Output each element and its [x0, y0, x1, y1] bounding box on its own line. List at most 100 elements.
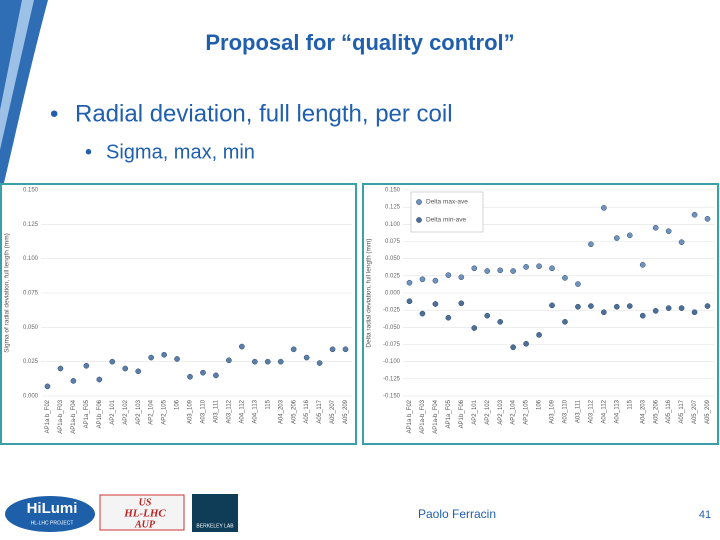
x-tick-label: 115: [627, 399, 633, 409]
y-tick-label: 0.050: [23, 325, 39, 331]
x-tick-label: A05_117: [317, 399, 323, 423]
x-tick-label: A04_113: [614, 399, 620, 423]
y-tick-label: 0.000: [23, 394, 39, 400]
point: [316, 360, 323, 366]
point: [510, 268, 516, 274]
point: [497, 318, 504, 325]
point: [445, 272, 452, 278]
point: [419, 276, 426, 283]
point: [329, 346, 336, 353]
y-tick-label: -0.075: [383, 342, 401, 348]
x-tick-label: A03_112: [588, 399, 594, 423]
logo-text: AUP: [134, 519, 156, 530]
point: [471, 325, 478, 331]
x-tick-label: AP2_104: [511, 399, 517, 424]
x-tick-label: A04_112: [601, 399, 607, 423]
x-tick-label: AP1a_F05: [446, 399, 452, 428]
point: [691, 309, 698, 316]
point: [187, 373, 193, 380]
point: [678, 305, 685, 311]
x-tick-label: 115: [265, 399, 271, 409]
bullet-dot: •: [85, 141, 92, 163]
x-tick-label: A05_206: [653, 399, 659, 424]
x-tick-label: A04_113: [252, 399, 258, 423]
x-tick-label: AP1a-b_F04: [71, 399, 77, 433]
x-tick-label: AP2_104: [149, 399, 155, 424]
x-tick-label: AP2_105: [162, 399, 168, 424]
logo-shape: [5, 496, 95, 532]
y-tick-label: 0.025: [385, 273, 401, 279]
point: [484, 312, 491, 319]
legend-marker: [416, 199, 422, 205]
x-tick-label: A04_203: [640, 399, 646, 424]
point: [652, 224, 659, 231]
y-axis-label: Delta radial deviation, full length (mm): [366, 238, 373, 347]
point: [665, 305, 672, 311]
x-tick-label: AP1b_F06: [459, 399, 465, 428]
legend-marker: [416, 217, 422, 223]
x-tick-label: A05_116: [666, 399, 672, 423]
point: [510, 344, 516, 351]
x-tick-label: AP1a_F05: [84, 399, 90, 428]
point: [536, 332, 542, 338]
x-tick-label: AP1a b_F02: [45, 399, 51, 433]
point: [639, 312, 646, 319]
point: [445, 314, 452, 321]
point: [251, 358, 258, 365]
point: [626, 232, 633, 239]
x-tick-label: A05_206: [291, 399, 297, 424]
x-tick-label: A03_112: [226, 399, 232, 423]
x-tick-label: A04_203: [278, 399, 284, 424]
logo-text: BERKELEY LAB: [196, 523, 234, 529]
point: [523, 340, 529, 347]
x-tick-label: AP1a b_F02: [407, 399, 413, 433]
point: [549, 265, 555, 272]
y-tick-label: 0.125: [23, 222, 39, 228]
logo-hilumi: HiLumi HL-LHC PROJECT: [5, 496, 95, 532]
y-tick-label: -0.050: [383, 325, 401, 331]
y-tick-label: 0.050: [385, 256, 401, 262]
point: [148, 354, 154, 361]
logo-shape: [192, 494, 238, 532]
point: [277, 358, 284, 365]
x-tick-label: AP2_101: [110, 399, 116, 424]
point: [704, 215, 711, 222]
footer-author: Paolo Ferracin: [418, 507, 496, 521]
x-tick-label: A03_109: [188, 399, 194, 424]
point: [109, 358, 116, 365]
point: [562, 275, 568, 281]
point: [549, 302, 555, 309]
point: [342, 346, 349, 353]
y-tick-label: 0.100: [23, 256, 39, 262]
point: [601, 309, 607, 316]
point: [575, 303, 581, 310]
point: [174, 356, 180, 362]
point: [303, 354, 310, 361]
point: [613, 235, 620, 241]
point: [406, 298, 413, 305]
point: [652, 308, 659, 314]
y-tick-label: -0.025: [383, 308, 401, 314]
y-axis-label: Sigma of radial deviation, full length (…: [4, 233, 11, 353]
y-tick-label: 0.100: [385, 222, 401, 228]
page-number: 41: [699, 509, 711, 521]
x-tick-label: A05_209: [705, 399, 711, 424]
x-tick-label: AP1b_F06: [97, 399, 103, 428]
point: [122, 365, 129, 372]
x-tick-label: AP1a-b_F04: [433, 399, 439, 433]
point: [484, 268, 491, 274]
point: [264, 358, 271, 365]
y-tick-label: 0.075: [385, 239, 401, 245]
y-tick-label: 0.125: [385, 205, 401, 211]
point: [588, 241, 594, 248]
point: [432, 301, 439, 307]
x-tick-label: AP2_101: [472, 399, 478, 424]
legend-label: Delta max-ave: [426, 199, 468, 206]
x-tick-label: AP2_105: [524, 399, 530, 424]
y-tick-label: 0.025: [23, 359, 39, 365]
y-tick-label: -0.125: [383, 376, 401, 382]
point: [626, 303, 633, 309]
slide-title: Proposal for “quality control”: [205, 30, 514, 55]
point: [419, 310, 426, 317]
